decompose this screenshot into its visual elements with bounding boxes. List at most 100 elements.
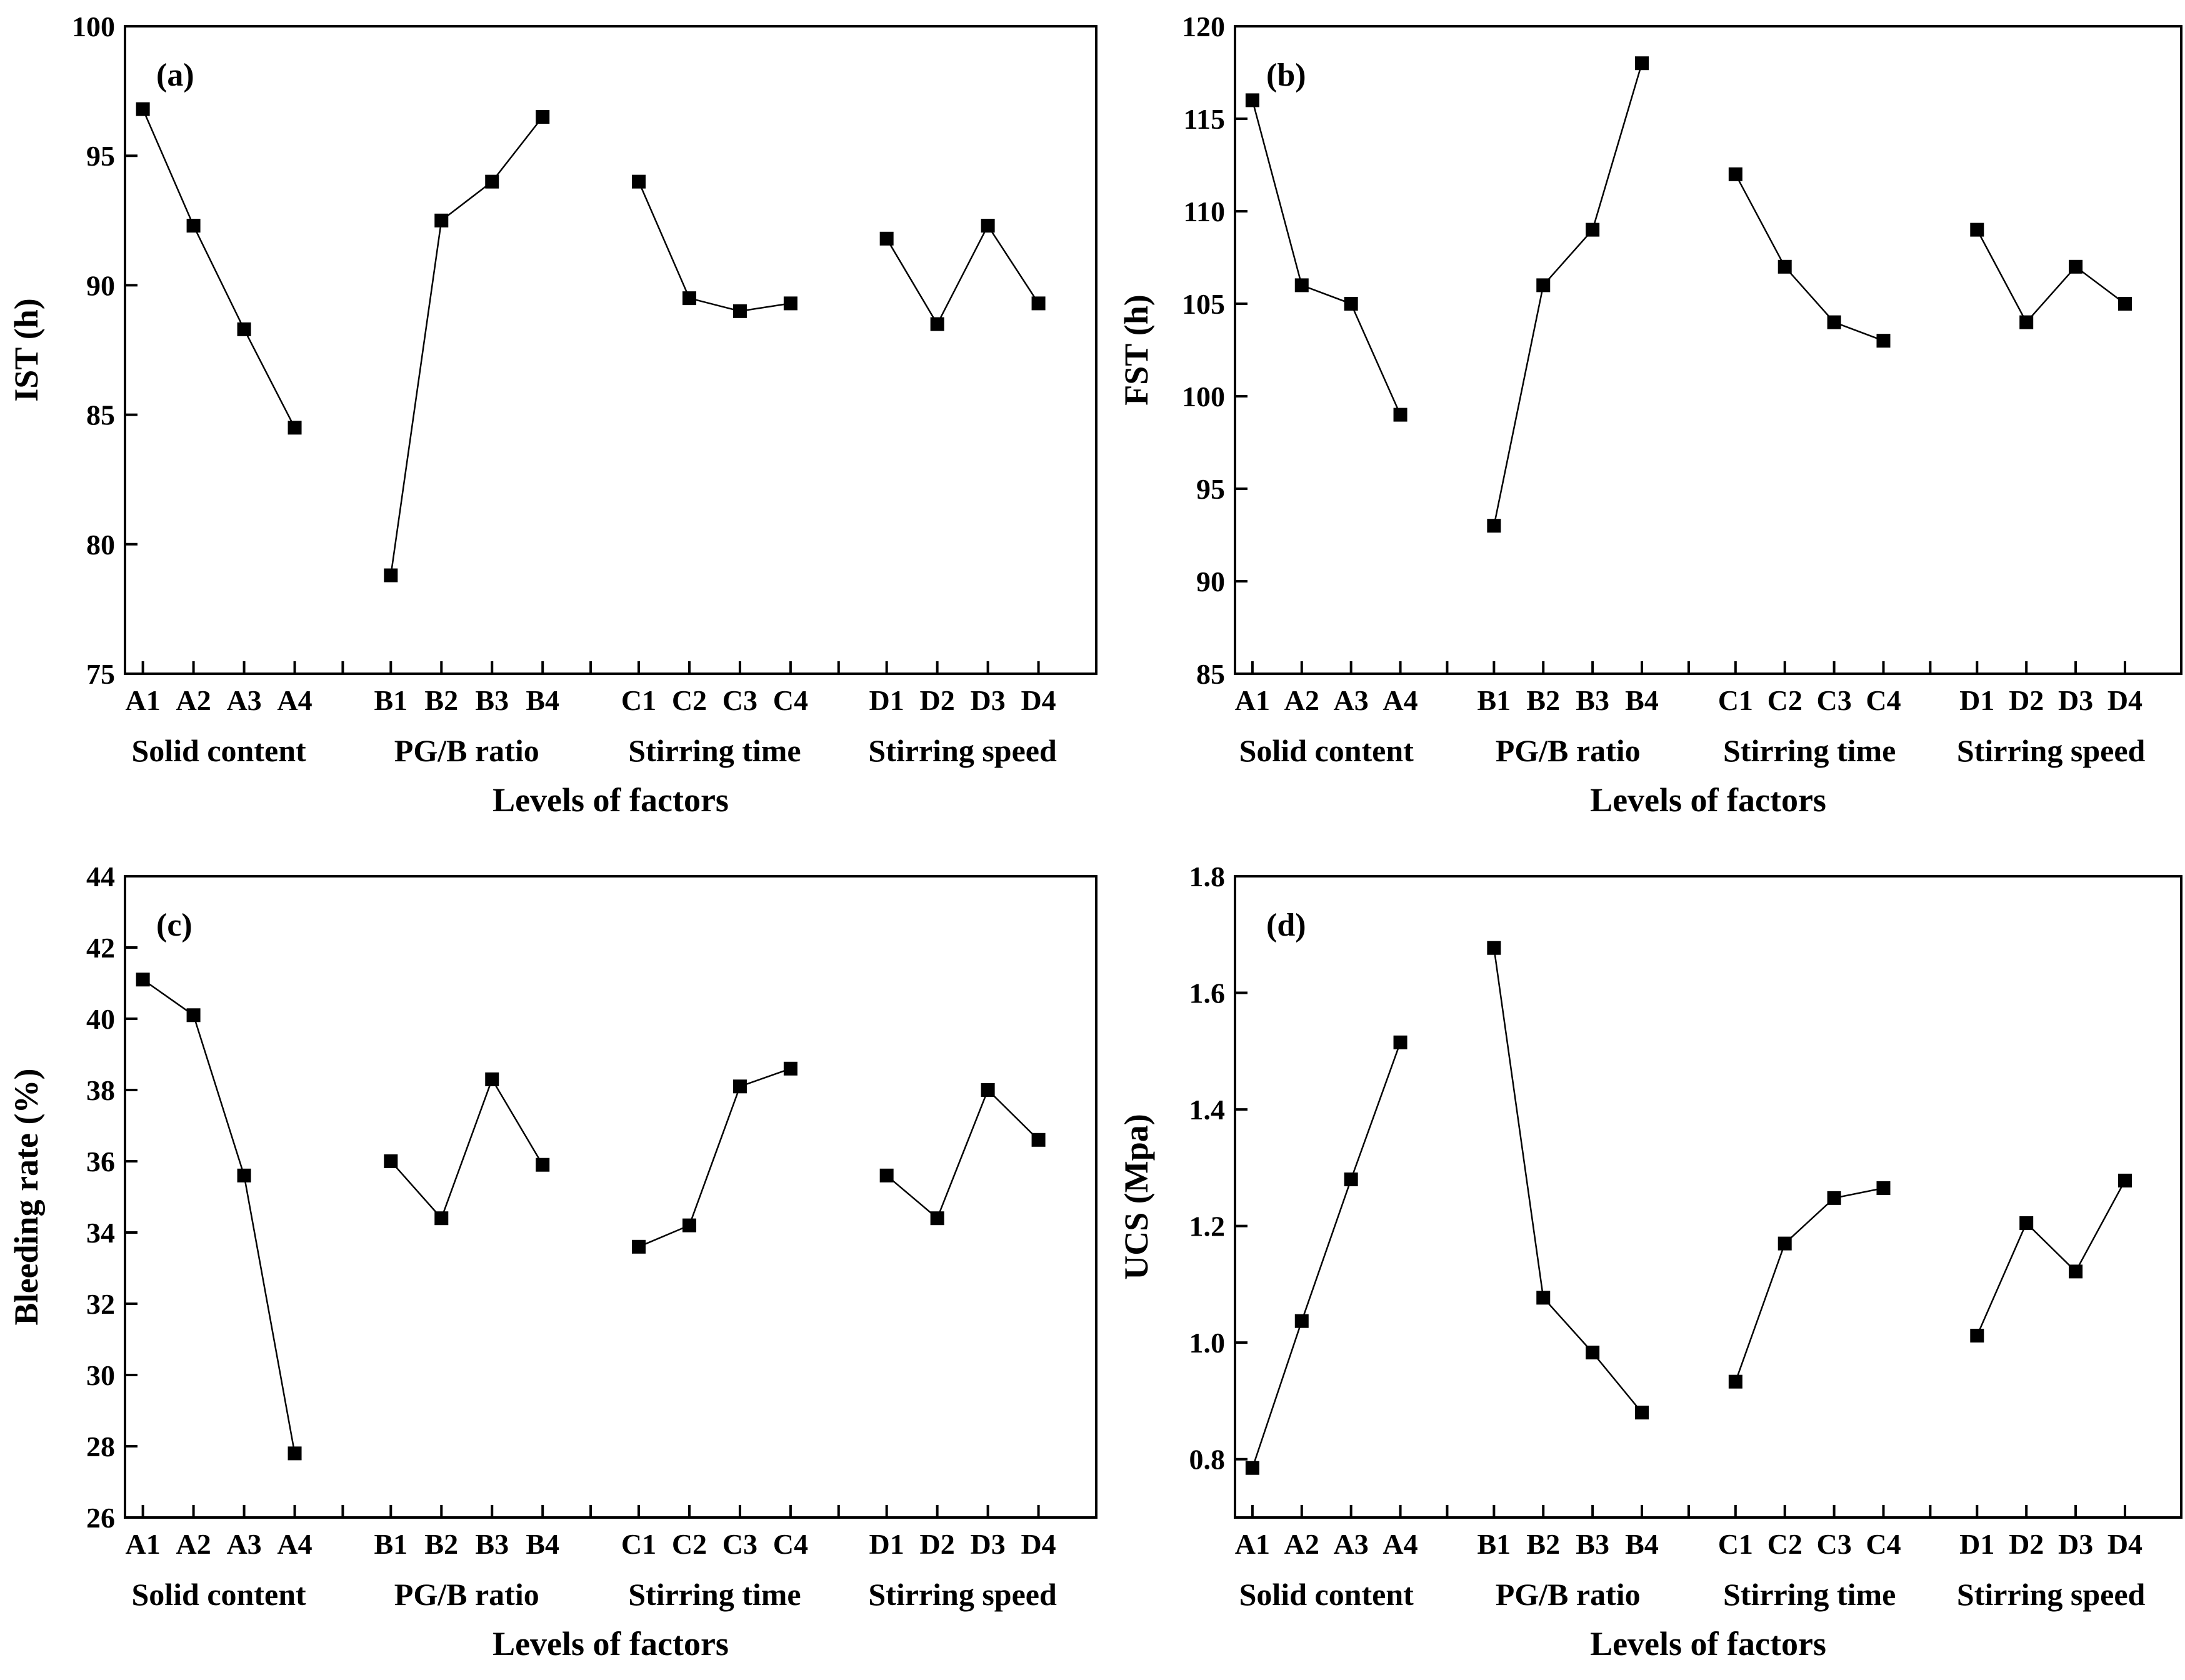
y-tick-label: 90 [86, 269, 115, 301]
data-point [879, 231, 894, 246]
y-tick-label: 85 [1196, 658, 1225, 690]
y-tick-label: 28 [86, 1431, 115, 1462]
data-point [1778, 259, 1792, 274]
y-tick-label: 80 [86, 529, 115, 561]
data-point [1536, 1291, 1551, 1305]
x-tick-label: D3 [970, 684, 1005, 716]
x-tick-label: A4 [1382, 1528, 1418, 1560]
data-point [384, 568, 398, 582]
x-tick-label: A4 [277, 1528, 312, 1560]
series-line [1251, 1042, 1401, 1469]
series-line [1493, 62, 1643, 526]
data-point [631, 174, 646, 189]
series-line [1976, 1180, 2126, 1336]
x-tick-label: A1 [126, 684, 161, 716]
x-tick-label: B3 [475, 1528, 509, 1560]
x-tick-label: C1 [1718, 684, 1753, 716]
series-3: C1 C2 C3 C4 Stirring time [621, 174, 840, 768]
series-line [1493, 948, 1642, 1413]
data-point [1970, 1328, 1984, 1342]
group-label: Stirring speed [868, 733, 1057, 768]
y-tick-label: 95 [1196, 473, 1225, 505]
y-axis-title: FST (h) [1118, 294, 1155, 406]
panel-label: (a) [156, 58, 194, 93]
x-axis-title: Levels of factors [1590, 1625, 1826, 1662]
series-4: D1 D2 D3 D4 Stirring speed [868, 1083, 1057, 1612]
y-tick-label: 110 [1184, 196, 1225, 228]
data-point [536, 1158, 550, 1172]
series-line [390, 1077, 544, 1220]
x-tick-label: D3 [2058, 684, 2093, 716]
x-tick-label: B2 [424, 1528, 458, 1560]
y-tick-label: 38 [86, 1074, 115, 1106]
x-tick-label: C4 [1866, 1528, 1901, 1560]
x-tick-label: C1 [621, 1528, 656, 1560]
x-tick-label: A1 [1235, 1528, 1270, 1560]
series-3: C1 C2 C3 C4 Stirring time [621, 1061, 840, 1612]
data-point [930, 317, 944, 331]
data-point [682, 291, 696, 306]
data-point [1827, 315, 1841, 329]
x-tick-label: B1 [374, 1528, 408, 1560]
x-tick-label: C4 [773, 1528, 808, 1560]
group-label: Solid content [1239, 733, 1414, 768]
y-tick-label: 100 [72, 11, 115, 42]
x-tick-label: A4 [1382, 684, 1418, 716]
series-line [1976, 229, 2126, 324]
x-tick-label: A3 [1334, 684, 1369, 716]
x-tick-label: D2 [2009, 1528, 2044, 1560]
panel-label: (c) [156, 908, 192, 943]
series-3: C1 C2 C3 C4 Stirring time [1718, 167, 1932, 768]
y-axis-title: UCS (Mpa) [1118, 1114, 1155, 1280]
y-tick-label: 36 [86, 1146, 115, 1178]
x-tick-label: D3 [970, 1528, 1005, 1560]
x-tick-label: D2 [920, 1528, 955, 1560]
data-point [2019, 315, 2034, 329]
y-tick-label: 100 [1182, 381, 1225, 412]
x-tick-label: B3 [475, 684, 509, 716]
x-tick-label: A2 [1284, 684, 1319, 716]
data-point [2069, 259, 2083, 274]
x-tick-label: D2 [920, 684, 955, 716]
data-point [186, 1008, 201, 1022]
y-tick-label: 105 [1182, 288, 1225, 320]
panel-4: 0.8 1.0 1.2 1.4 1.6 1.8 UCS (Mpa) (d) A1 A2 A3 A4 So… [1118, 861, 2182, 1662]
x-tick-label: B4 [526, 1528, 559, 1560]
x-tick-label: D4 [2108, 684, 2142, 716]
group-label: Solid content [131, 733, 306, 768]
x-tick-label: A2 [1284, 1528, 1319, 1560]
series-1: A1 A2 A3 A4 Solid content [1235, 1035, 1449, 1612]
x-tick-label: A2 [176, 684, 211, 716]
x-tick-label: B2 [424, 684, 458, 716]
data-point [732, 1079, 747, 1094]
panel-2: 85 90 95 100 105 110 115 120 FST (h) (b) A1 A2 A3 A4 S… [1118, 11, 2182, 819]
x-tick-label: C2 [672, 1528, 707, 1560]
series-line [1251, 100, 1401, 416]
group-label: PG/B ratio [394, 733, 539, 768]
y-axis-title: Bleeding rate (%) [8, 1069, 45, 1326]
data-point [485, 174, 499, 189]
group-label: PG/B ratio [1496, 733, 1641, 768]
y-tick-label: 40 [86, 1003, 115, 1035]
x-tick-label: D1 [1959, 684, 1994, 716]
series-line [142, 979, 296, 1454]
data-point [1245, 93, 1259, 108]
data-point [1487, 519, 1501, 533]
group-label: Solid content [131, 1577, 306, 1612]
x-tick-label: C4 [773, 684, 808, 716]
data-point [136, 102, 150, 116]
data-point [1635, 1406, 1649, 1420]
panel-label: (d) [1266, 908, 1306, 943]
x-tick-label: D1 [869, 684, 904, 716]
series-line [886, 224, 1039, 326]
data-point [1586, 222, 1600, 237]
data-point [2069, 1264, 2083, 1279]
data-point [1778, 1236, 1792, 1251]
series-line [390, 116, 544, 576]
data-point [1344, 297, 1358, 311]
y-tick-label: 95 [86, 140, 115, 172]
data-point [2118, 297, 2132, 311]
x-tick-label: C2 [1768, 684, 1802, 716]
data-point [1393, 1035, 1408, 1049]
